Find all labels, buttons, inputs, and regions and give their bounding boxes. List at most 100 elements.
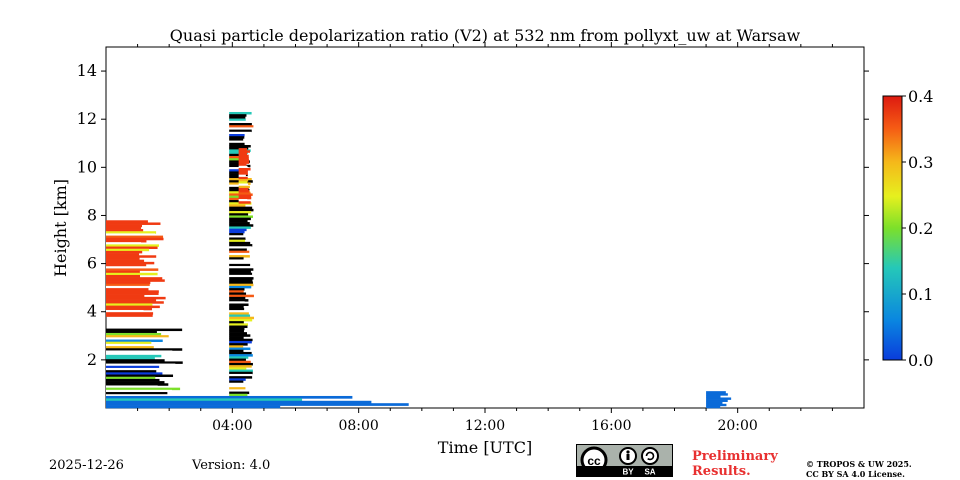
heatmap-cell — [106, 270, 140, 274]
heatmap-cell — [106, 255, 157, 258]
heatmap-cell — [106, 339, 163, 343]
heatmap-cell — [229, 296, 246, 300]
heatmap-cell — [229, 122, 252, 126]
heatmap-cell — [229, 169, 248, 172]
cc-license-badge[interactable]: cc BY SA — [576, 444, 673, 477]
heatmap-cell — [229, 362, 253, 366]
heatmap-cell — [106, 229, 144, 232]
y-tick-label: 10 — [77, 157, 97, 176]
heatmap-cell — [238, 168, 251, 171]
heatmap-cell — [106, 277, 163, 280]
heatmap-cell — [106, 346, 154, 349]
heatmap-cell — [106, 363, 176, 367]
colorbar — [882, 95, 903, 361]
heatmap-cell — [106, 335, 169, 338]
y-tick-label: 6 — [87, 254, 97, 273]
y-tick-label: 8 — [87, 205, 97, 224]
heatmap-cell — [238, 183, 249, 187]
heatmap-cell — [229, 228, 247, 232]
heatmap-cell — [106, 224, 143, 228]
heatmap-cell — [706, 401, 723, 405]
heatmap-cell — [229, 111, 252, 115]
heatmap-cell — [229, 219, 248, 223]
heatmap-cell — [229, 358, 246, 362]
heatmap-cell — [106, 398, 303, 402]
heatmap-cell — [229, 294, 254, 298]
heatmap-cell — [238, 190, 250, 193]
heatmap-cell — [106, 367, 168, 371]
heatmap-cell — [106, 283, 150, 287]
heatmap-cell — [229, 151, 248, 155]
heatmap-cell — [229, 211, 252, 214]
heatmap-cell — [106, 307, 153, 311]
heatmap-cell — [229, 140, 254, 144]
x-tick-label: 12:00 — [465, 418, 505, 434]
heatmap-cell — [106, 264, 147, 267]
heatmap-cell — [229, 171, 244, 174]
heatmap-cell — [229, 252, 252, 256]
heatmap-cell — [229, 274, 253, 278]
heatmap-cell — [229, 307, 245, 311]
copyright-line-1: © TROPOS & UW 2025. — [806, 459, 912, 469]
axes: 04:00 08:00 12:00 16:00 20:00 2 4 6 8 10 12 14 — [77, 42, 869, 434]
heatmap-cell — [706, 391, 726, 394]
heatmap-cell — [106, 239, 147, 243]
heatmap-cell — [106, 292, 159, 295]
heatmap-cell — [706, 399, 728, 402]
heatmap-cell — [106, 259, 145, 263]
heatmap-cell — [106, 385, 158, 388]
x-tick-label: 16:00 — [591, 418, 631, 434]
heatmap-cell — [229, 334, 251, 337]
heatmap-cell — [238, 150, 250, 153]
heatmap-cell — [229, 365, 252, 368]
heatmap-cell — [229, 241, 251, 245]
preliminary-line-2: Results. — [692, 464, 751, 479]
heatmap-cell — [238, 154, 249, 158]
heatmap-cell — [106, 294, 145, 298]
heatmap-cell — [229, 345, 244, 348]
heatmap-cell — [106, 250, 143, 254]
heatmap-cell — [106, 274, 141, 278]
heatmap-cell — [106, 222, 161, 225]
heatmap-cell — [229, 380, 244, 384]
heatmap-cell — [229, 283, 254, 287]
heatmap-cell — [229, 316, 255, 320]
heatmap-cell — [106, 378, 160, 382]
heatmap-cell — [229, 222, 250, 225]
heatmap-cell — [238, 165, 248, 169]
heatmap-cell — [229, 257, 244, 260]
heatmap-cell — [229, 321, 244, 324]
heatmap-cell — [229, 173, 248, 177]
colorbar-tick-label: 0.2 — [908, 219, 933, 238]
heatmap-cell — [229, 255, 250, 258]
y-tick-label: 14 — [77, 61, 97, 80]
heatmap-cell — [706, 393, 728, 396]
heatmap-cell — [229, 118, 246, 122]
preliminary-notice: Preliminary Results. — [692, 449, 778, 479]
heatmap-cell — [106, 303, 153, 306]
x-tick-label: 04:00 — [212, 418, 252, 434]
heatmap-cell — [229, 327, 245, 331]
heatmap-cell — [106, 242, 142, 245]
heatmap-cell — [229, 158, 245, 161]
heatmap-cell — [106, 348, 183, 351]
heatmap-cell — [106, 395, 353, 399]
heatmap-cell — [238, 181, 248, 184]
heatmap-cell — [229, 367, 247, 370]
heatmap-cell — [229, 129, 252, 133]
preliminary-line-1: Preliminary — [692, 449, 778, 464]
heatmap-cell — [106, 312, 154, 315]
heatmap-cell — [706, 397, 732, 400]
heatmap-cell — [229, 200, 247, 203]
heatmap-cell — [238, 148, 247, 151]
heatmap-cell — [238, 163, 247, 167]
heatmap-cell — [106, 246, 158, 250]
sa-icon — [641, 447, 659, 465]
colorbar-ticks: 0.0 0.1 0.2 0.3 0.4 — [902, 87, 933, 370]
heatmap-cell — [229, 131, 252, 135]
heatmap-cell — [229, 213, 249, 216]
heatmap-cell — [229, 114, 247, 117]
heatmap-cell — [106, 392, 168, 395]
heatmap-cell — [229, 323, 248, 326]
heatmap-cell — [229, 356, 249, 359]
